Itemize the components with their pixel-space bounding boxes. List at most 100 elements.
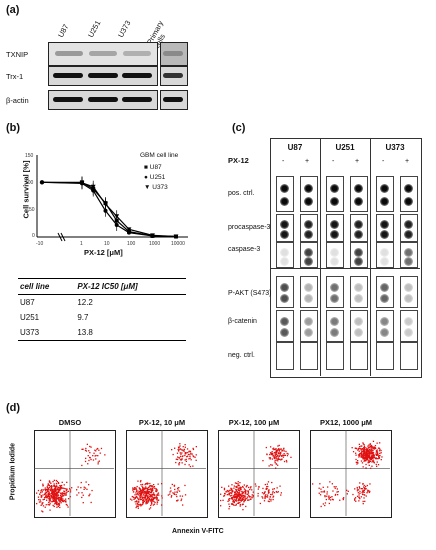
facs-event — [142, 488, 144, 490]
array-spot-box — [276, 176, 294, 212]
facs-event — [263, 500, 266, 502]
facs-event — [143, 500, 145, 502]
facs-event — [144, 492, 146, 494]
facs-event — [258, 486, 260, 488]
facs-event — [46, 497, 48, 499]
facs-event — [242, 498, 245, 500]
array-spot-box — [326, 276, 344, 308]
facs-event — [246, 496, 248, 498]
facs-event — [238, 484, 240, 487]
facs-event — [184, 446, 186, 448]
facs-event — [379, 448, 381, 450]
array-spot-box — [300, 214, 318, 242]
x-tick-100: 100 — [127, 241, 136, 247]
facs-event — [84, 487, 87, 489]
facs-event — [61, 492, 63, 494]
facs-event — [65, 489, 67, 492]
panel-label-b: (b) — [6, 122, 21, 134]
facs-event — [280, 455, 282, 457]
facs-event — [283, 447, 285, 449]
facs-event — [275, 457, 277, 460]
facs-event — [41, 496, 43, 498]
facs-event — [231, 488, 233, 491]
facs-event — [236, 490, 238, 493]
facs-event — [271, 464, 273, 466]
facs-event — [241, 490, 243, 493]
facs-event — [140, 493, 143, 495]
facs-event — [41, 502, 43, 504]
facs-event — [155, 496, 158, 498]
facs-event — [134, 488, 136, 491]
facs-event — [274, 462, 276, 464]
facs-event — [331, 498, 334, 500]
facs-event — [250, 486, 252, 488]
facs-event — [232, 503, 234, 506]
facs-event — [177, 499, 179, 501]
facs-event — [173, 485, 176, 487]
facs-event — [145, 494, 147, 496]
facs-event — [347, 490, 349, 492]
array-spot-box — [400, 242, 418, 268]
array-dot — [304, 184, 313, 193]
facs-event — [233, 500, 235, 502]
facs-event — [144, 483, 146, 486]
facs-event — [81, 448, 83, 450]
facs-event — [363, 444, 365, 446]
facs-event — [239, 497, 241, 499]
facs-event — [261, 492, 264, 494]
facs-event — [179, 455, 182, 457]
blot-label-txnip: TXNIP — [6, 50, 29, 59]
facs-event — [136, 505, 138, 507]
array-spot-box — [350, 214, 368, 242]
facs-event — [53, 493, 55, 495]
facs-event — [277, 450, 279, 452]
array-dot — [304, 283, 313, 292]
facs-event — [150, 485, 152, 487]
facs-event — [152, 500, 154, 502]
array-dot — [280, 184, 289, 193]
facs-event — [363, 460, 365, 462]
facs-event — [248, 499, 250, 501]
facs-event — [88, 494, 90, 497]
facs-event — [264, 496, 266, 498]
array-dot — [404, 294, 413, 303]
facs-event — [188, 464, 190, 466]
facs-event — [150, 496, 152, 498]
facs-event — [226, 494, 228, 496]
facs-event — [41, 491, 43, 493]
facs-event — [274, 453, 276, 455]
facs-event — [59, 494, 62, 497]
array-dot — [304, 230, 313, 239]
facs-event — [373, 462, 375, 464]
facs-event — [146, 502, 149, 504]
facs-event — [53, 488, 56, 490]
facs-event — [228, 485, 230, 487]
facs-event — [48, 501, 50, 503]
facs-y-axis-label: Propidium Iodide — [9, 442, 17, 501]
table-row: U373 13.8 — [18, 325, 186, 341]
array-dot — [354, 317, 363, 326]
facs-event — [285, 450, 287, 453]
ic50-header-value: PX-12 IC50 [μM] — [75, 278, 186, 295]
facs-event — [129, 498, 132, 500]
facs-event — [82, 494, 84, 496]
facs-event — [247, 499, 249, 501]
facs-event — [358, 454, 360, 456]
facs-event — [281, 455, 283, 457]
facs-event — [136, 496, 138, 498]
facs-event — [367, 462, 369, 464]
facs-event — [222, 499, 224, 501]
facs-event — [272, 452, 274, 455]
facs-event — [62, 498, 64, 500]
facs-event — [361, 448, 364, 450]
facs-event — [46, 486, 48, 488]
facs-event — [322, 486, 324, 488]
facs-event — [49, 509, 51, 511]
facs-event — [60, 492, 62, 495]
facs-event — [364, 487, 366, 489]
facs-event — [363, 458, 365, 460]
facs-event — [373, 460, 375, 462]
facs-event — [161, 495, 163, 497]
facs-event — [92, 455, 94, 457]
facs-event — [55, 488, 57, 490]
